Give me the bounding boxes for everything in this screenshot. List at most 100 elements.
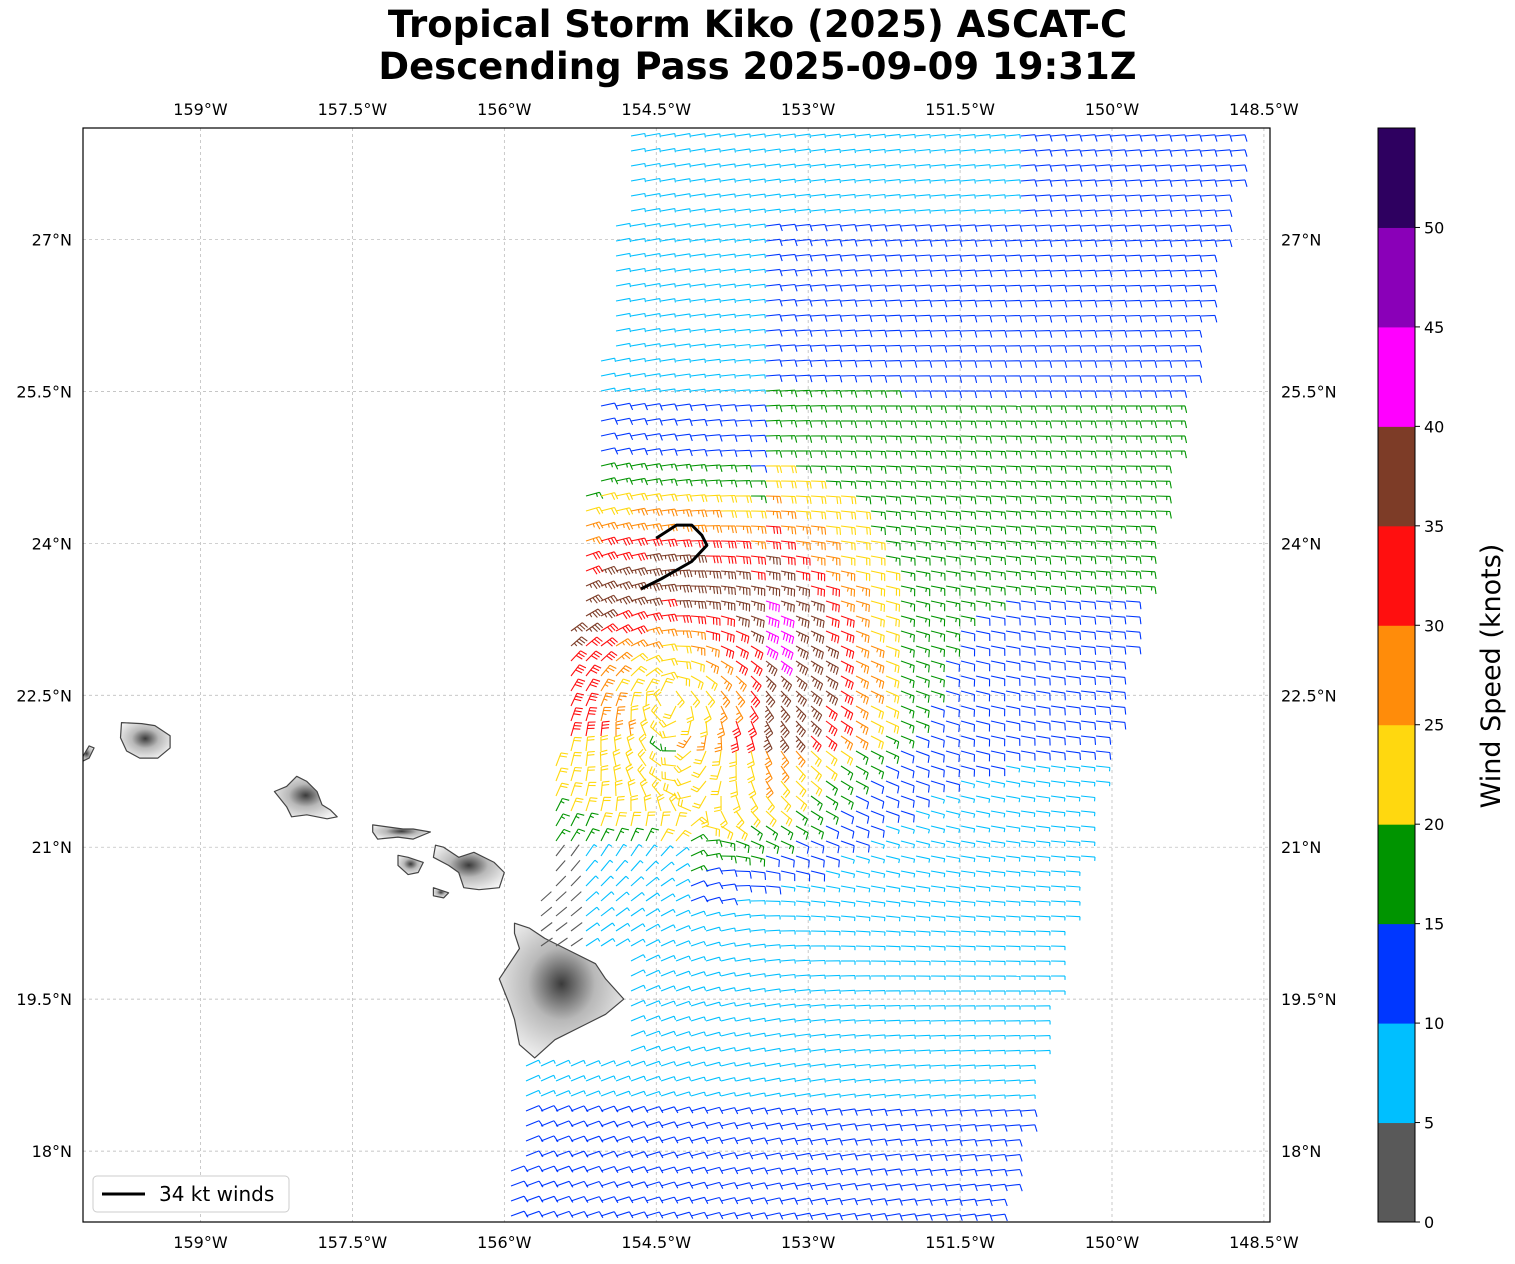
wind-barb xyxy=(1080,224,1098,233)
wind-barb xyxy=(780,238,798,247)
wind-barb xyxy=(705,509,723,518)
wind-barb xyxy=(795,480,812,489)
wind-barb xyxy=(1005,164,1021,169)
wind-barb xyxy=(915,375,933,383)
wind-barb xyxy=(915,209,931,214)
wind-barb xyxy=(855,209,871,214)
legend-label: 34 kt winds xyxy=(159,1182,274,1206)
wind-barb xyxy=(885,375,903,383)
wind-barb xyxy=(975,525,992,535)
wind-barb xyxy=(885,254,903,262)
wind-barb xyxy=(1200,239,1218,248)
wind-barb xyxy=(1155,390,1173,398)
wind-barb xyxy=(1080,194,1098,202)
lat-tick-label: 27°N xyxy=(32,230,72,249)
wind-barb xyxy=(795,404,813,413)
wind-barb xyxy=(1170,209,1188,218)
wind-barb xyxy=(1035,420,1052,429)
wind-barb xyxy=(900,314,918,323)
wind-barb xyxy=(675,268,691,273)
wind-barb xyxy=(1095,330,1113,338)
wind-barb xyxy=(885,390,903,398)
wind-barb xyxy=(900,375,918,383)
wind-barb xyxy=(975,330,993,338)
wind-barb xyxy=(1050,299,1068,308)
colorbar-tick-label: 25 xyxy=(1424,716,1444,735)
wind-barb xyxy=(915,435,932,444)
wind-barb xyxy=(720,268,736,273)
wind-barb xyxy=(975,149,991,154)
wind-barb xyxy=(735,253,751,258)
wind-barb xyxy=(945,375,963,383)
wind-barb xyxy=(975,435,992,444)
wind-barb xyxy=(915,164,931,169)
wind-barb xyxy=(855,299,873,308)
wind-barb xyxy=(765,465,783,474)
wind-barb xyxy=(660,433,678,441)
wind-barb xyxy=(765,133,781,138)
wind-barb xyxy=(1080,480,1097,489)
wind-barb xyxy=(1005,269,1023,278)
wind-barb xyxy=(1020,345,1038,353)
wind-barb xyxy=(765,344,783,352)
wind-barb xyxy=(1080,149,1098,157)
wind-barb xyxy=(855,435,872,444)
colorbar-bin xyxy=(1378,1023,1415,1124)
wind-barb xyxy=(1081,390,1098,399)
wind-barb xyxy=(600,387,617,393)
wind-barb xyxy=(720,358,736,364)
wind-barb xyxy=(855,314,873,323)
wind-barb xyxy=(720,178,736,183)
wind-barb xyxy=(810,329,828,337)
wind-barb xyxy=(1005,254,1023,263)
wind-barb xyxy=(1110,390,1128,399)
wind-barb xyxy=(1140,450,1157,459)
wind-barb xyxy=(1155,254,1173,263)
lon-tick-label: 157.5°W xyxy=(318,1233,388,1252)
wind-barb xyxy=(1170,224,1188,233)
wind-barb xyxy=(630,477,649,486)
wind-barb xyxy=(1065,194,1083,202)
wind-barb xyxy=(1185,269,1203,278)
wind-barb xyxy=(825,359,843,368)
wind-barb xyxy=(750,298,766,304)
wind-barb xyxy=(990,314,1008,323)
wind-barb xyxy=(780,359,798,367)
wind-barb xyxy=(645,313,661,318)
colorbar-bin xyxy=(1378,525,1415,626)
wind-barb xyxy=(1036,390,1053,399)
wind-barb xyxy=(945,345,963,353)
wind-barb xyxy=(1200,134,1218,142)
lon-tick-label: 154.5°W xyxy=(621,100,691,119)
wind-barb xyxy=(930,375,948,383)
wind-barb xyxy=(1035,314,1053,323)
wind-barb xyxy=(765,283,783,292)
lon-tick-label: 157.5°W xyxy=(318,100,388,119)
wind-barb xyxy=(660,343,676,348)
wind-barb xyxy=(1141,420,1158,429)
wind-barb xyxy=(780,268,798,277)
wind-barb xyxy=(765,434,783,443)
wind-barb xyxy=(825,450,842,459)
wind-barb xyxy=(810,435,828,444)
wind-barb xyxy=(855,525,872,536)
wind-barb xyxy=(765,268,783,277)
wind-barb xyxy=(810,359,828,368)
wind-barb xyxy=(870,193,886,199)
wind-barb xyxy=(930,329,948,338)
wind-barb xyxy=(1185,179,1203,187)
wind-barb xyxy=(1080,435,1097,444)
wind-barb xyxy=(1005,525,1022,535)
wind-barb xyxy=(1080,254,1098,263)
gridlines xyxy=(83,128,1270,1222)
wind-barb xyxy=(1065,149,1083,157)
wind-barb xyxy=(765,359,783,367)
wind-barb xyxy=(885,450,902,459)
wind-barb xyxy=(675,403,693,411)
wind-barb xyxy=(840,450,857,459)
wind-barb xyxy=(900,420,917,429)
wind-barb xyxy=(1080,284,1098,293)
wind-barb xyxy=(1170,314,1188,323)
wind-barb xyxy=(930,179,946,184)
wind-barb xyxy=(660,163,676,168)
